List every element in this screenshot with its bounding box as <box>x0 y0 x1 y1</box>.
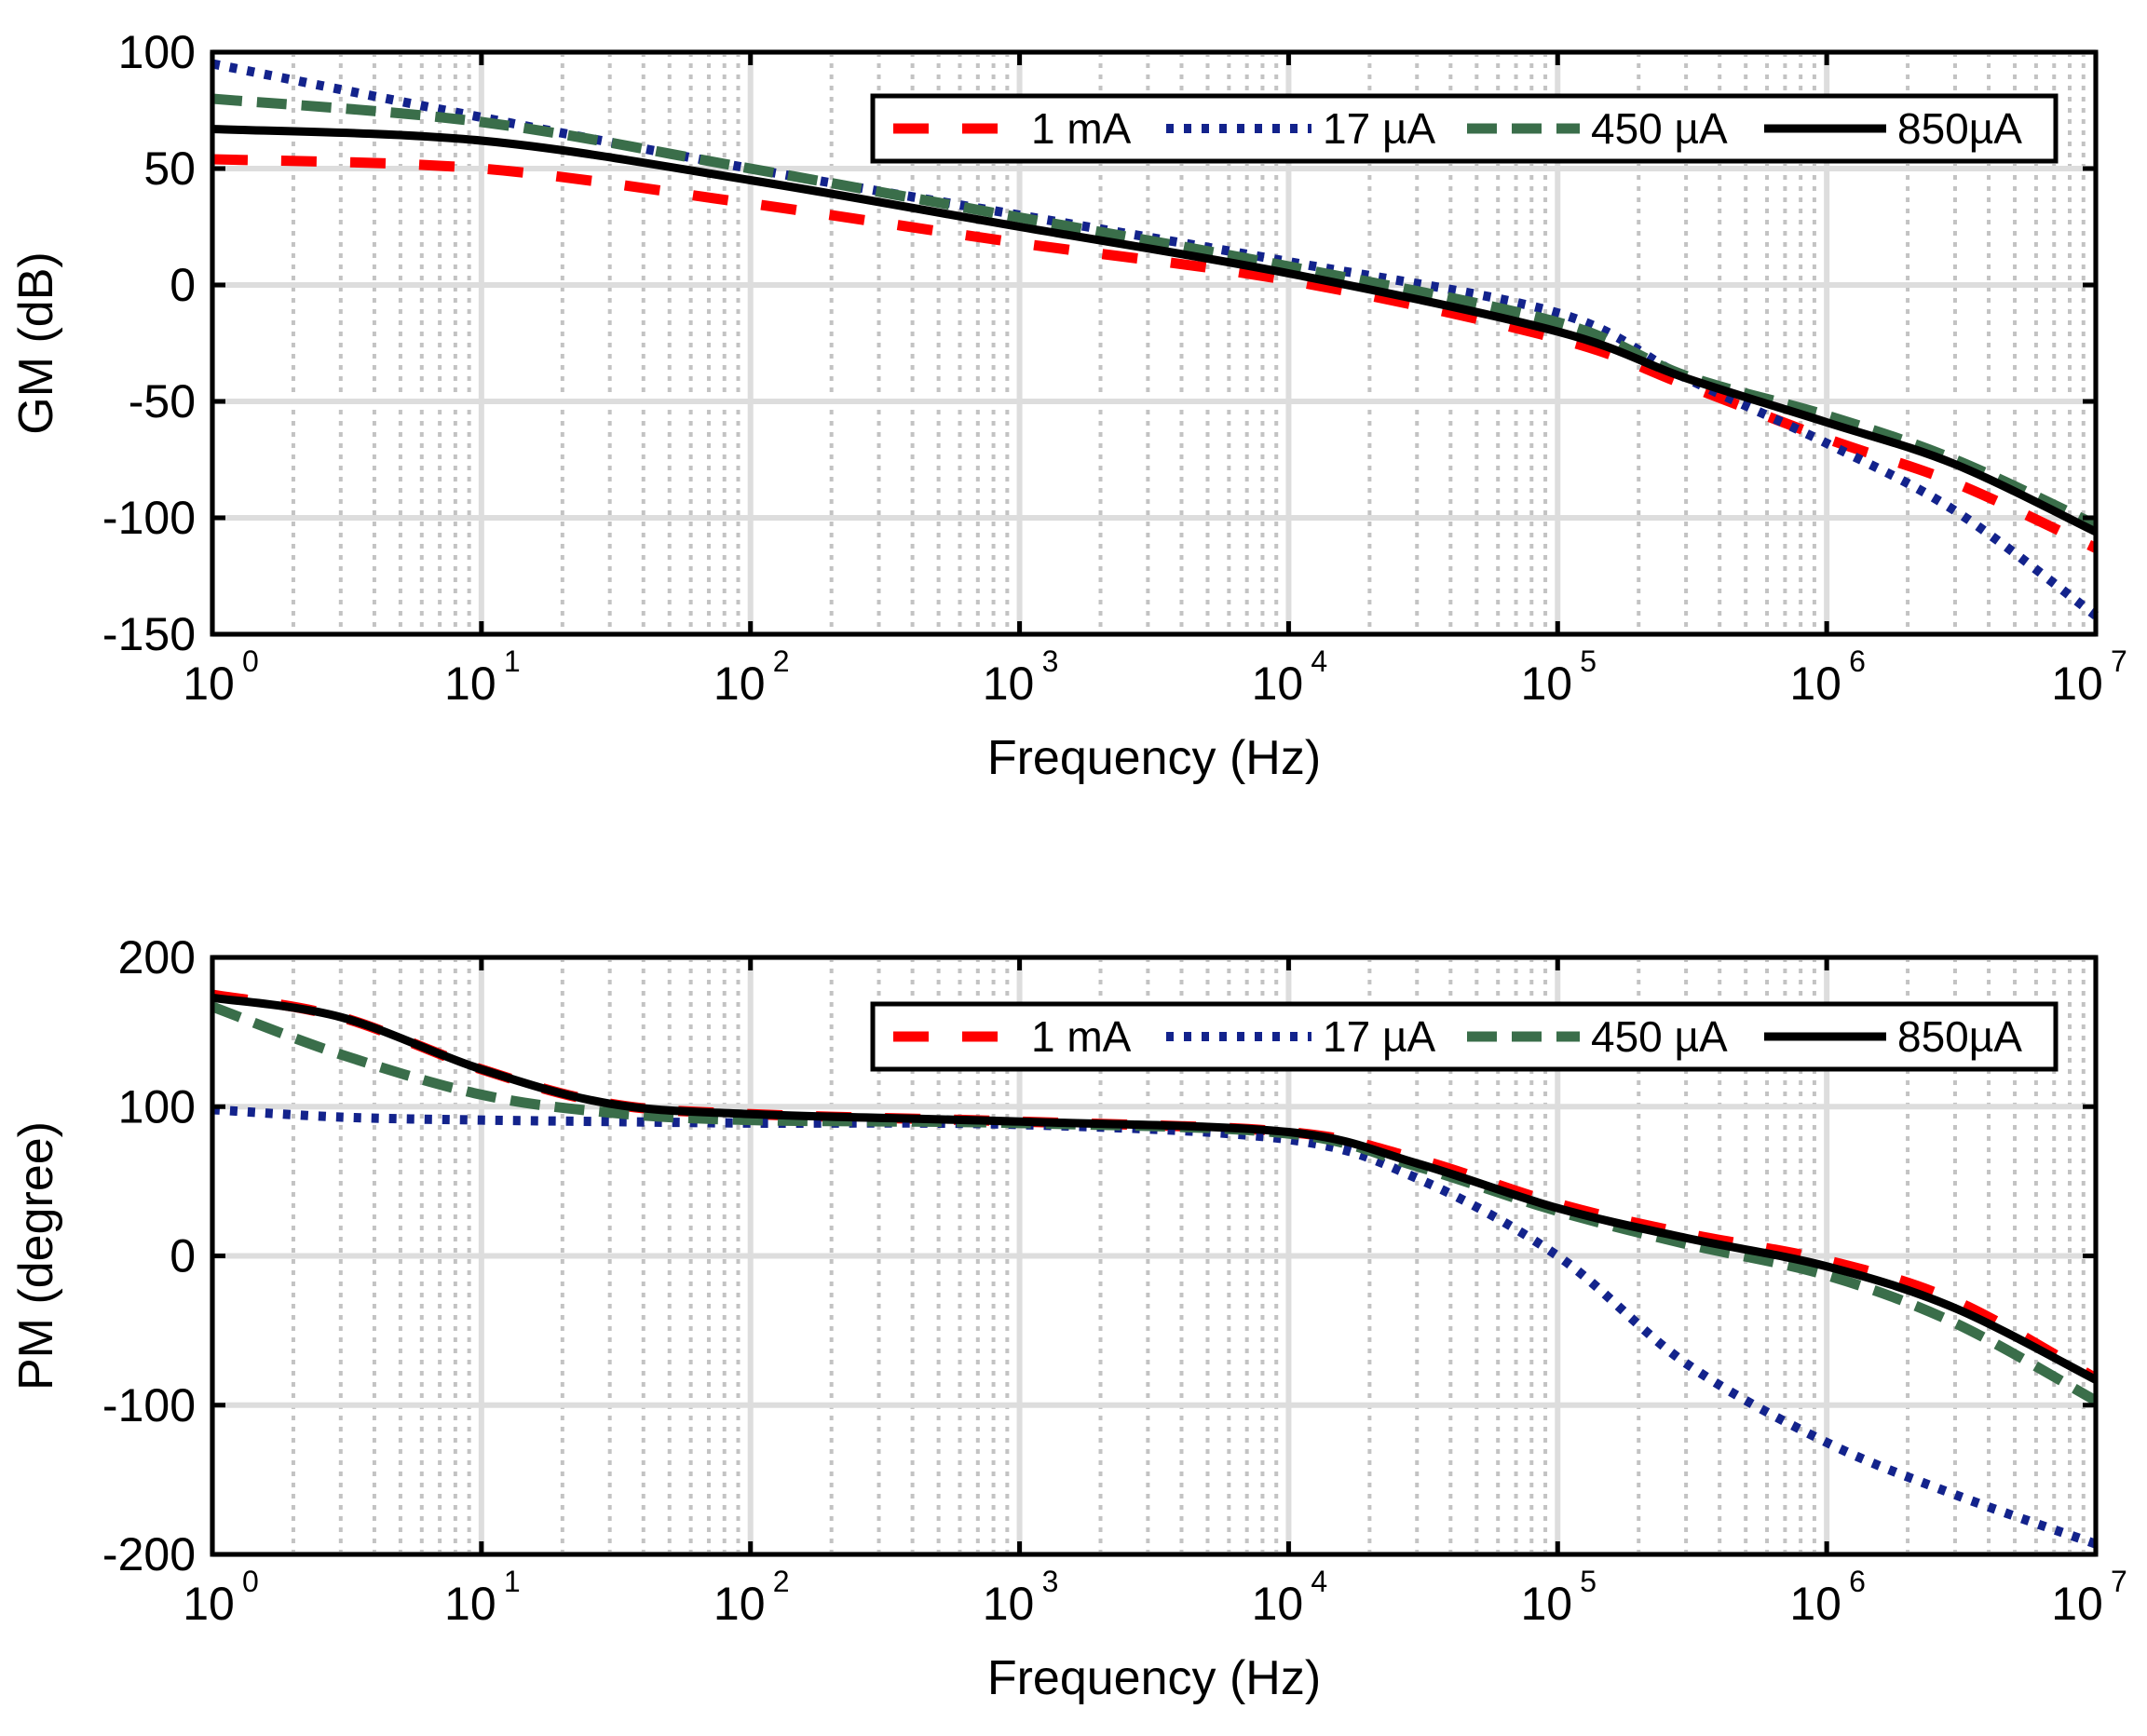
y-tick-label: 0 <box>170 1230 196 1282</box>
grid-lines <box>210 49 2099 637</box>
x-axis-title: Frequency (Hz) <box>987 731 1321 785</box>
series-line <box>211 993 2099 1384</box>
series-line <box>211 154 2099 553</box>
y-axis-title: GM (dB) <box>9 251 63 434</box>
y-tick-label: -100 <box>102 1379 196 1431</box>
x-tick-label-exponent: 1 <box>504 1565 521 1598</box>
x-tick-label-base: 10 <box>1520 1578 1572 1630</box>
x-tick-label-exponent: 7 <box>2111 1565 2127 1598</box>
legend: 1 mA 17 µA 450 µA 850µA <box>870 93 2059 164</box>
legend-label: 1 mA <box>1031 1012 1132 1061</box>
x-tick-label-base: 10 <box>183 658 235 710</box>
x-axis-title: Frequency (Hz) <box>987 1651 1321 1705</box>
axes-box <box>210 49 2099 637</box>
ticks <box>210 955 2099 1557</box>
x-tick-label-base: 10 <box>2051 658 2103 710</box>
y-axis-title: PM (degree) <box>9 1121 63 1390</box>
x-tick-label-base: 10 <box>713 1578 766 1630</box>
x-tick-label-exponent: 7 <box>2111 644 2127 678</box>
x-tick-label-exponent: 4 <box>1311 644 1327 678</box>
legend: 1 mA 17 µA 450 µA 850µA <box>870 1001 2059 1072</box>
x-tick-label-base: 10 <box>1252 1578 1304 1630</box>
series-group <box>211 59 2099 620</box>
series-group <box>211 989 2099 1549</box>
x-tick-label-exponent: 0 <box>242 1565 259 1598</box>
x-tick-label-base: 10 <box>1789 658 1841 710</box>
y-tick-label: -50 <box>129 375 196 427</box>
legend-label: 850µA <box>1897 1012 2022 1061</box>
x-tick-label-exponent: 6 <box>1849 1565 1866 1598</box>
legend-label: 1 mA <box>1031 104 1132 153</box>
x-tick-label-exponent: 1 <box>504 644 521 678</box>
x-tick-label-base: 10 <box>2051 1578 2103 1630</box>
legend-label: 17 µA <box>1323 104 1435 153</box>
x-tick-label-base: 10 <box>444 1578 496 1630</box>
y-tick-label: -150 <box>102 608 196 660</box>
series-line <box>211 1105 2098 1549</box>
x-tick-label-exponent: 5 <box>1580 1565 1597 1598</box>
y-tick-label: 0 <box>170 259 196 311</box>
x-tick-label-base: 10 <box>983 658 1035 710</box>
legend-label: 450 µA <box>1591 1012 1728 1061</box>
x-tick-label-base: 10 <box>983 1578 1035 1630</box>
x-tick-label-base: 10 <box>183 1578 235 1630</box>
y-tick-label: 50 <box>143 142 196 195</box>
x-tick-label-exponent: 4 <box>1311 1565 1327 1598</box>
x-tick-label-exponent: 6 <box>1849 644 1866 678</box>
ticks <box>210 49 2099 637</box>
y-tick-label: -200 <box>102 1528 196 1580</box>
y-tick-label: 200 <box>118 931 196 983</box>
series-line <box>211 59 2099 620</box>
x-tick-label-base: 10 <box>1789 1578 1841 1630</box>
x-tick-label-exponent: 3 <box>1042 644 1059 678</box>
x-tick-label-exponent: 2 <box>773 644 790 678</box>
y-tick-label: 100 <box>118 1080 196 1132</box>
x-tick-label-exponent: 0 <box>242 644 259 678</box>
x-tick-label-exponent: 2 <box>773 1565 790 1598</box>
series-line <box>211 125 2098 536</box>
x-tick-label-base: 10 <box>713 658 766 710</box>
legend-label: 450 µA <box>1591 104 1728 153</box>
x-tick-label-base: 10 <box>1252 658 1304 710</box>
y-tick-label: -100 <box>102 492 196 544</box>
x-tick-label-exponent: 3 <box>1042 1565 1059 1598</box>
y-tick-label: 100 <box>118 26 196 78</box>
x-tick-label-base: 10 <box>1520 658 1572 710</box>
legend-label: 17 µA <box>1323 1012 1435 1061</box>
legend-label: 850µA <box>1897 104 2022 153</box>
x-tick-label-base: 10 <box>444 658 496 710</box>
x-tick-label-exponent: 5 <box>1580 644 1597 678</box>
series-line <box>211 93 2099 530</box>
